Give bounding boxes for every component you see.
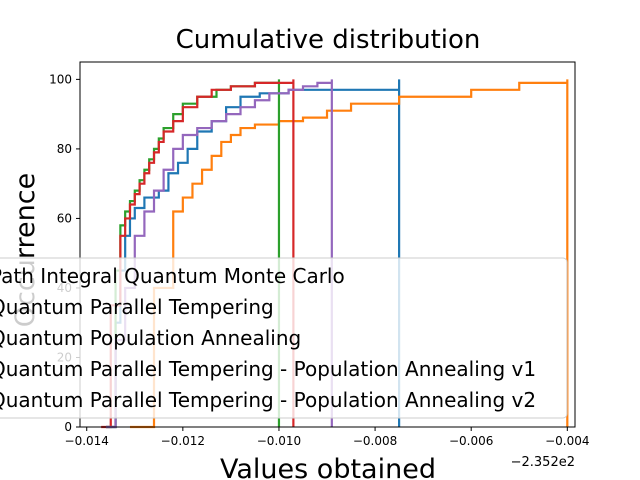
x-axis-label: Values obtained	[220, 454, 436, 480]
legend-frame	[0, 257, 568, 419]
chart-title: Cumulative distribution	[176, 25, 481, 55]
x-tick-label: −0.014	[65, 434, 109, 448]
x-tick-label: −0.004	[545, 434, 589, 448]
legend: Path Integral Quantum Monte Carlo Quantu…	[0, 257, 568, 419]
legend-entry-5: Quantum Parallel Tempering - Population …	[0, 388, 536, 412]
plot-frame	[79, 61, 576, 428]
series-line-5	[105, 79, 333, 429]
legend-entry-4: Quantum Parallel Tempering - Population …	[0, 357, 536, 381]
x-tick-label: −0.006	[449, 434, 493, 448]
y-tick-label: 0	[64, 420, 72, 434]
series-line-4	[101, 79, 295, 429]
x-tick-label: −0.008	[353, 434, 397, 448]
y-tick-label: 60	[57, 211, 72, 225]
x-tick-label: −0.010	[257, 434, 301, 448]
legend-entry-3: Quantum Population Annealing	[0, 326, 301, 350]
x-offset-label: −2.352e2	[511, 455, 575, 470]
series-layer	[101, 79, 569, 429]
y-tick-label: 80	[57, 142, 72, 156]
series-line-2	[129, 79, 569, 429]
x-tick-label: −0.012	[161, 434, 205, 448]
legend-entry-1: Path Integral Quantum Monte Carlo	[0, 264, 345, 288]
y-tick-label: 100	[49, 72, 72, 86]
legend-entry-2: Quantum Parallel Tempering	[0, 295, 274, 319]
